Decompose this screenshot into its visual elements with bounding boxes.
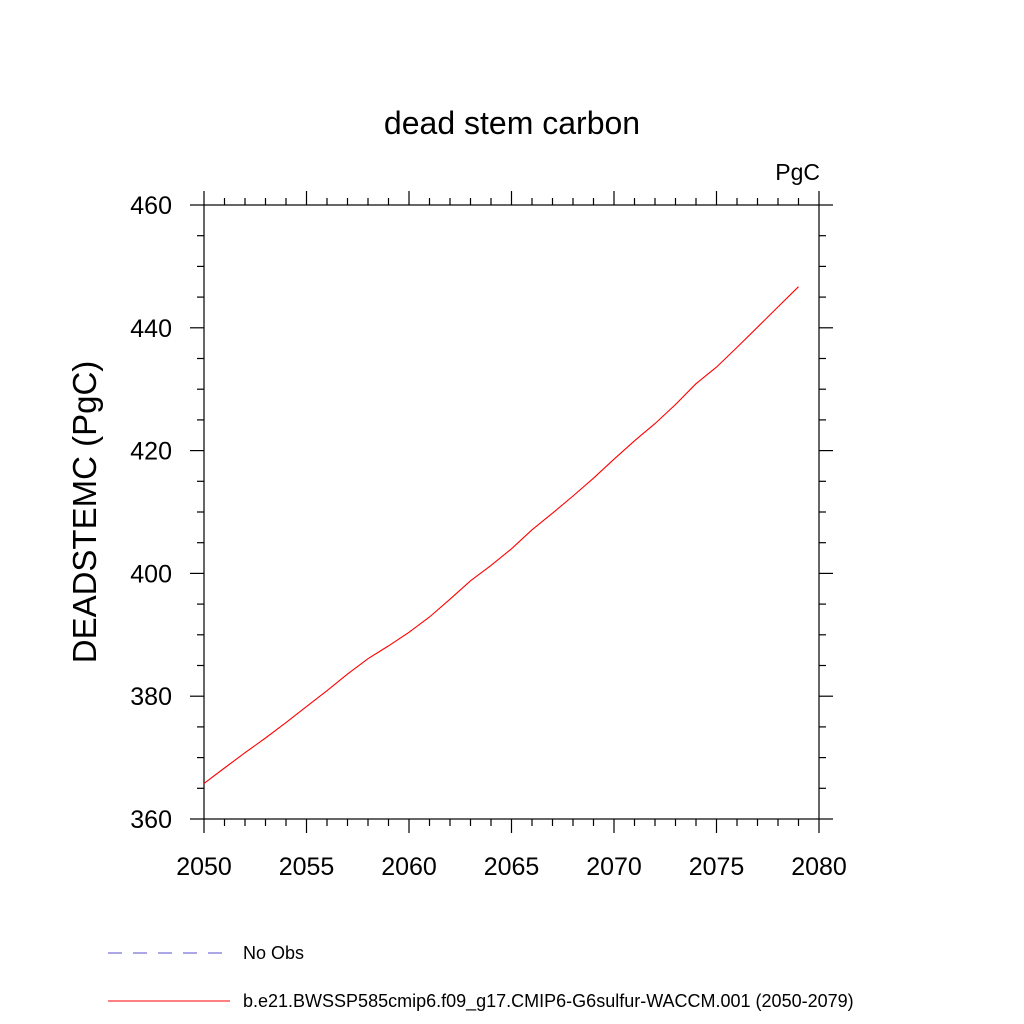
series-group bbox=[203, 286, 799, 784]
data-point bbox=[326, 690, 328, 692]
data-point bbox=[285, 722, 287, 724]
plot-frame bbox=[203, 204, 820, 820]
y-tick-label: 380 bbox=[130, 683, 172, 711]
data-point bbox=[675, 404, 677, 406]
data-point bbox=[552, 512, 554, 514]
data-point bbox=[531, 529, 533, 531]
series-line bbox=[203, 286, 799, 784]
data-point bbox=[367, 658, 369, 660]
data-point bbox=[429, 616, 431, 618]
data-point bbox=[388, 645, 390, 647]
x-tick-label: 2070 bbox=[586, 853, 642, 881]
data-point bbox=[613, 458, 615, 460]
data-point bbox=[757, 326, 759, 328]
data-point bbox=[306, 706, 308, 708]
data-point bbox=[798, 286, 800, 288]
data-point bbox=[449, 598, 451, 600]
data-point bbox=[347, 673, 349, 675]
data-point bbox=[224, 767, 226, 769]
data-point bbox=[716, 366, 718, 368]
y-tick-label: 360 bbox=[130, 806, 172, 834]
y-tick-label: 420 bbox=[130, 438, 172, 466]
x-tick-label: 2050 bbox=[176, 853, 232, 881]
x-tick-label: 2055 bbox=[279, 853, 335, 881]
data-point bbox=[695, 383, 697, 385]
data-point bbox=[572, 495, 574, 497]
y-tick-label: 460 bbox=[130, 192, 172, 220]
data-point bbox=[265, 737, 267, 739]
data-point bbox=[490, 565, 492, 567]
data-point bbox=[736, 347, 738, 349]
legend: No Obs b.e21.BWSSP585cmip6.f09_g17.CMIP6-… bbox=[108, 943, 854, 1012]
x-tick-label: 2080 bbox=[791, 853, 847, 881]
y-axis-label: DEADSTEMC (PgC) bbox=[66, 361, 103, 664]
y-tick-label: 400 bbox=[130, 560, 172, 588]
legend-label: b.e21.BWSSP585cmip6.f09_g17.CMIP6-G6sulf… bbox=[243, 991, 854, 1012]
data-point bbox=[634, 440, 636, 442]
x-tick-label: 2075 bbox=[689, 853, 745, 881]
data-point bbox=[593, 477, 595, 479]
units-label: PgC bbox=[775, 159, 820, 185]
x-axis-ticks: 2050 2055 2060 2065 2070 2075 2080 bbox=[176, 191, 847, 881]
data-point bbox=[408, 632, 410, 634]
data-point bbox=[244, 752, 246, 754]
y-axis-ticks: 360 380 400 420 440 460 bbox=[130, 192, 833, 834]
data-point bbox=[654, 423, 656, 425]
data-point bbox=[470, 580, 472, 582]
x-tick-label: 2065 bbox=[484, 853, 540, 881]
data-point bbox=[777, 306, 779, 308]
y-tick-label: 440 bbox=[130, 315, 172, 343]
x-tick-label: 2060 bbox=[381, 853, 437, 881]
legend-label: No Obs bbox=[243, 943, 304, 963]
data-point bbox=[511, 548, 513, 550]
chart-title: dead stem carbon bbox=[384, 105, 640, 141]
data-point bbox=[203, 783, 205, 785]
